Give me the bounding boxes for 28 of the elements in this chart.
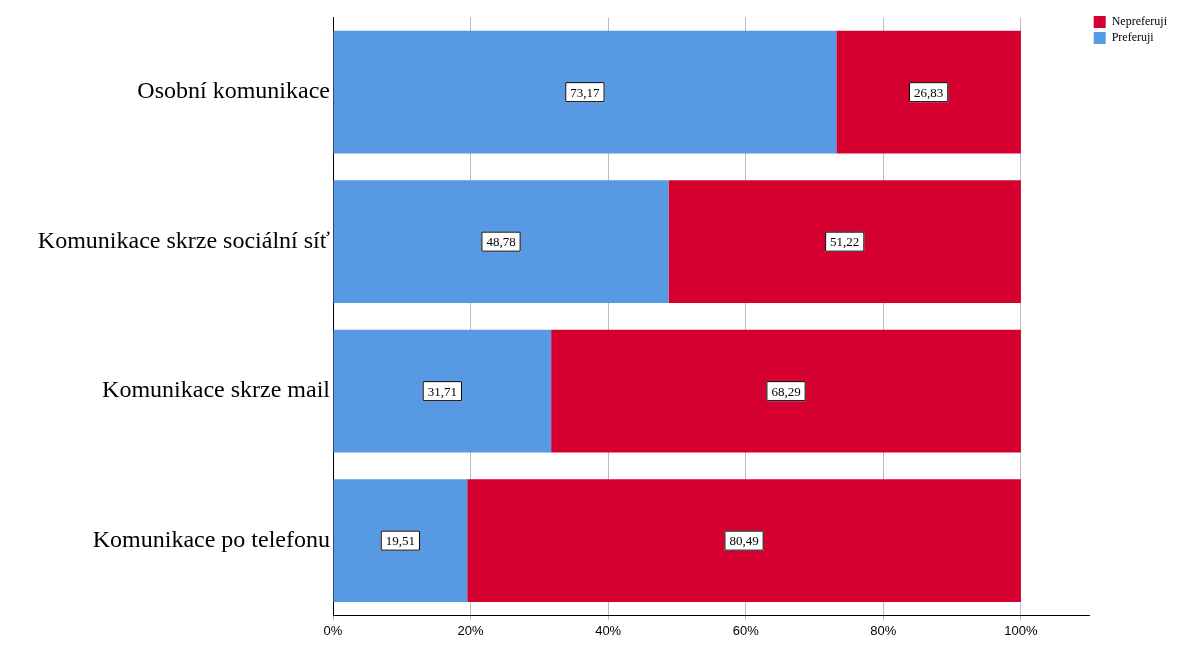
bar — [668, 180, 1021, 303]
x-tick-label: 40% — [595, 622, 622, 638]
data-label: 26,83 — [914, 84, 944, 100]
x-tick-label: 20% — [457, 622, 485, 638]
y-tick-label: Komunikace skrze sociální síť — [37, 226, 330, 253]
data-label: 31,71 — [427, 383, 457, 399]
bar — [836, 30, 1021, 154]
x-tick-label: 0% — [323, 622, 343, 638]
legend-label: Nepreferuji — [1111, 14, 1168, 29]
bar — [333, 30, 837, 154]
data-label: 80,49 — [729, 533, 759, 549]
y-tick-label: Komunikace skrze mail — [102, 376, 331, 403]
y-tick-label: Komunikace po telefonu — [92, 525, 330, 552]
bar — [551, 329, 1021, 453]
data-label: 73,17 — [570, 84, 601, 100]
x-tick-label: 100% — [1004, 622, 1038, 638]
data-label: 19,51 — [385, 533, 415, 549]
y-tick-label: Osobní komunikace — [137, 77, 330, 104]
bar — [333, 180, 669, 303]
data-label: 48,78 — [486, 234, 516, 250]
data-label: 51,22 — [830, 234, 860, 250]
x-tick-label: 80% — [870, 622, 897, 638]
data-label: 68,29 — [771, 383, 801, 399]
bar — [333, 479, 468, 602]
legend-label: Preferuji — [1111, 30, 1155, 45]
x-tick-label: 60% — [732, 622, 760, 638]
bar — [467, 479, 1021, 602]
bar — [333, 329, 552, 453]
